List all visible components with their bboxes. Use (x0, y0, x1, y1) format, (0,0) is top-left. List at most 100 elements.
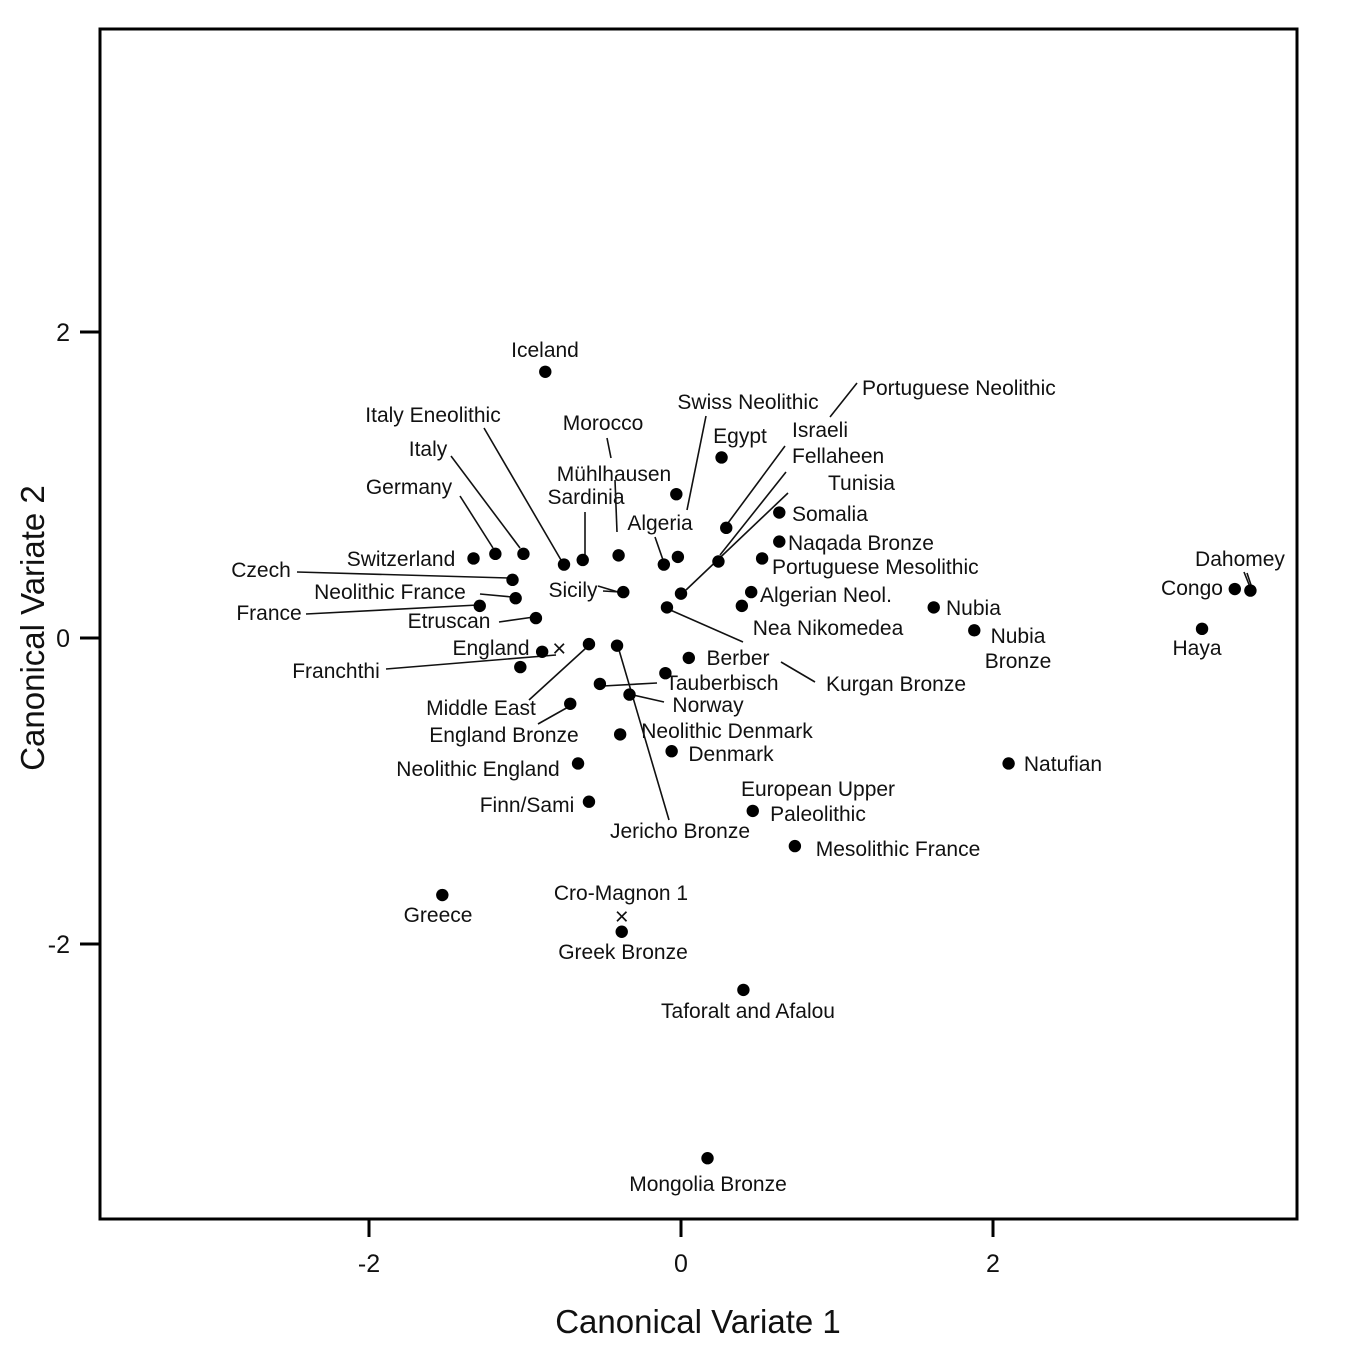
point-label: Swiss Neolithic (677, 391, 818, 414)
point-label: Germany (366, 476, 453, 499)
data-point (657, 558, 671, 571)
leader-line (614, 479, 618, 533)
data-point (788, 839, 802, 853)
point-label: Mühlhausen (557, 463, 671, 486)
data-point (436, 888, 449, 902)
y-tick-label: 0 (56, 625, 70, 653)
point-label: Berber (706, 647, 769, 670)
data-point (615, 925, 628, 938)
data-point (593, 677, 607, 691)
x-marker: × (552, 636, 566, 663)
point-label: Portuguese Neolithic (862, 377, 1056, 400)
point-label: Middle East (426, 697, 536, 720)
point-label: Switzerland (347, 548, 456, 571)
data-marks: Iceland Egypt Mühlhausen Swiss Neolithic Isr… (231, 339, 1285, 1196)
leader-lines (296, 382, 1253, 821)
leader-line (459, 495, 494, 549)
point-label: Paleolithic (770, 803, 866, 826)
point-label: Cro-Magnon 1 (554, 882, 688, 905)
leader-line (537, 705, 571, 725)
point-label: Morocco (563, 412, 644, 435)
leader-line (667, 608, 744, 643)
point-label: Norway (672, 694, 744, 717)
leader-line (305, 604, 479, 615)
point-label: Nubia (991, 625, 1046, 648)
leader-line (479, 593, 513, 598)
data-point (927, 601, 940, 614)
leader-line (686, 415, 707, 511)
x-tick-label: 0 (674, 1250, 688, 1278)
x-axis-title: Canonical Variate 1 (555, 1303, 841, 1340)
data-point (576, 553, 589, 567)
leader-line (602, 682, 658, 687)
data-point (746, 804, 759, 818)
leader-line (727, 445, 786, 524)
leader-line (1243, 571, 1251, 588)
point-label: Iceland (511, 339, 579, 362)
data-point (506, 573, 519, 587)
data-point (1228, 582, 1242, 596)
leader-line (654, 536, 664, 561)
data-point (737, 983, 750, 997)
x-tick-label: -2 (358, 1250, 380, 1278)
leader-line (528, 647, 587, 701)
leader-line (632, 694, 665, 703)
leader-line (780, 661, 816, 683)
data-point (564, 697, 577, 710)
point-label: Bronze (985, 650, 1052, 673)
leader-line (685, 492, 789, 591)
point-label: Somalia (792, 503, 868, 526)
point-label: Finn/Sami (480, 794, 575, 817)
point-label: Italy Eneolithic (365, 404, 500, 427)
x-tick-label: 2 (986, 1250, 1000, 1278)
data-point (571, 757, 585, 770)
data-point (968, 624, 981, 637)
data-point (773, 506, 786, 519)
point-label: Mongolia Bronze (629, 1173, 787, 1196)
data-point (674, 587, 688, 600)
data-point (612, 549, 625, 562)
data-point (659, 666, 672, 680)
data-point (665, 745, 678, 758)
point-label: Tunisia (828, 472, 895, 495)
leader-line (450, 455, 521, 549)
data-point (610, 639, 624, 652)
data-point (467, 552, 480, 565)
data-point (514, 660, 527, 674)
point-label: Neolithic France (314, 581, 466, 604)
data-point (701, 1152, 714, 1165)
data-point (660, 601, 674, 614)
leader-line (719, 471, 787, 556)
data-point (489, 547, 502, 561)
data-point (715, 451, 728, 464)
point-label: Algerian Neol. (760, 584, 892, 607)
data-point (529, 611, 543, 625)
point-label: Natufian (1024, 753, 1102, 776)
point-label: Tauberbisch (665, 672, 778, 695)
data-point (539, 365, 552, 378)
data-point (682, 651, 695, 665)
y-tick-label: -2 (48, 931, 70, 959)
data-point (720, 521, 733, 535)
data-point (535, 645, 549, 658)
point-label: Naqada Bronze (788, 532, 934, 555)
leader-line (618, 649, 670, 821)
leader-line (597, 585, 619, 593)
point-label: France (236, 602, 301, 625)
point-label: Nubia (946, 597, 1001, 620)
point-label: Denmark (688, 743, 774, 766)
point-label: Portuguese Mesolithic (772, 556, 979, 579)
point-label: Mesolithic France (816, 838, 981, 861)
point-label: Neolithic Denmark (641, 720, 813, 743)
point-label: Israeli (792, 419, 848, 442)
leader-line (385, 654, 557, 670)
data-point (617, 585, 630, 599)
point-label: Sardinia (547, 486, 624, 509)
point-label: Taforalt and Afalou (661, 1000, 835, 1023)
y-axis-title: Canonical Variate 2 (14, 485, 51, 771)
point-label: Franchthi (292, 660, 380, 683)
data-point (582, 637, 596, 651)
point-label: Greece (404, 904, 473, 927)
point-label: England (452, 637, 529, 660)
